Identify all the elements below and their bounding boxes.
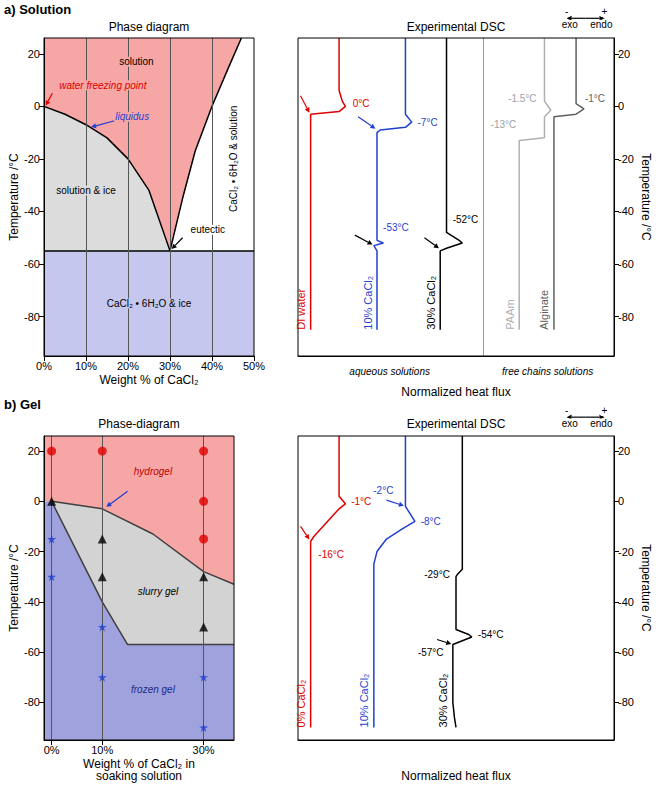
svg-text:Alginate: Alginate [538,290,550,330]
svg-text:10% CaCl₂: 10% CaCl₂ [358,674,370,728]
svg-text:CaCl₂ • 6H₂O & solution: CaCl₂ • 6H₂O & solution [228,106,239,212]
svg-text:endo: endo [590,418,613,429]
svg-text:0%: 0% [36,360,52,372]
svg-text:-: - [565,6,568,17]
svg-text:-54°C: -54°C [478,629,504,640]
svg-text:Temperature /°C: Temperature /°C [7,153,21,241]
svg-text:20: 20 [28,445,40,457]
svg-text:20: 20 [618,445,630,457]
svg-text:-80: -80 [24,696,40,708]
svg-text:Phase diagram: Phase diagram [109,20,190,34]
svg-text:-60: -60 [618,646,634,658]
svg-text:-40: -40 [618,205,634,217]
svg-text:Temperature /°C: Temperature /°C [7,544,21,632]
svg-text:-16°C: -16°C [318,549,344,560]
svg-text:-1°C: -1°C [585,93,605,104]
svg-text:0: 0 [618,495,624,507]
svg-text:Weight % of CaCl₂: Weight % of CaCl₂ [99,373,198,387]
svg-text:hydrogel: hydrogel [134,466,173,477]
svg-text:-7°C: -7°C [417,117,437,128]
svg-text:-80: -80 [24,311,40,323]
svg-text:-1.5°C: -1.5°C [508,93,536,104]
svg-text:20%: 20% [117,360,139,372]
svg-text:0%: 0% [44,744,60,756]
svg-text:-20: -20 [618,546,634,558]
svg-text:+: + [602,405,608,416]
svg-text:soaking solution: soaking solution [96,769,182,783]
svg-text:endo: endo [590,19,613,30]
svg-text:30%: 30% [193,744,215,756]
svg-text:-40: -40 [24,205,40,217]
svg-text:eutectic: eutectic [191,224,225,235]
svg-text:exo: exo [562,418,579,429]
svg-text:40%: 40% [201,360,223,372]
svg-text:-2°C: -2°C [373,485,393,496]
svg-text:30% CaCl₂: 30% CaCl₂ [425,276,437,330]
svg-text:a) Solution: a) Solution [4,2,71,17]
svg-text:free chains solutions: free chains solutions [502,366,593,377]
svg-text:-52°C: -52°C [453,214,479,225]
svg-text:-13°C: -13°C [491,119,517,130]
svg-text:0% CaCl₂: 0% CaCl₂ [295,680,307,728]
svg-text:-40: -40 [618,596,634,608]
svg-text:slurry gel: slurry gel [138,586,179,597]
svg-text:-60: -60 [24,646,40,658]
svg-text:liquidus: liquidus [115,111,149,122]
svg-text:10%: 10% [91,744,113,756]
svg-text:-57°C: -57°C [418,647,444,658]
svg-text:water freezing point: water freezing point [59,80,147,91]
svg-text:exo: exo [562,19,579,30]
svg-text:Normalized heat flux: Normalized heat flux [401,769,510,783]
svg-text:-1°C: -1°C [351,496,371,507]
svg-text:0°C: 0°C [353,98,370,109]
svg-text:10% CaCl₂: 10% CaCl₂ [362,276,374,330]
svg-text:-20: -20 [618,153,634,165]
svg-text:-20: -20 [24,546,40,558]
svg-text:PAAm: PAAm [504,299,516,329]
svg-text:Temperature /°C: Temperature /°C [639,544,653,632]
svg-text:Experimental DSC: Experimental DSC [407,20,506,34]
svg-text:-60: -60 [618,258,634,270]
svg-text:Experimental DSC: Experimental DSC [407,417,506,431]
svg-text:-20: -20 [24,153,40,165]
svg-text:-29°C: -29°C [424,569,450,580]
svg-text:aqueous solutions: aqueous solutions [349,366,430,377]
svg-text:20: 20 [618,48,630,60]
svg-text:-40: -40 [24,596,40,608]
svg-text:20: 20 [28,48,40,60]
svg-text:CaCl₂ • 6H₂O & ice: CaCl₂ • 6H₂O & ice [107,298,192,309]
svg-text:+: + [602,6,608,17]
svg-text:10%: 10% [75,360,97,372]
svg-text:-: - [565,405,568,416]
svg-text:Normalized heat flux: Normalized heat flux [401,385,510,399]
svg-text:-60: -60 [24,258,40,270]
svg-text:solution & ice: solution & ice [56,185,116,196]
svg-text:30% CaCl₂: 30% CaCl₂ [437,674,449,728]
svg-text:b) Gel: b) Gel [4,397,41,412]
svg-text:0: 0 [34,100,40,112]
svg-text:DI water: DI water [295,288,307,329]
svg-text:solution: solution [119,56,153,67]
svg-text:Weight % of CaCl₂ in: Weight % of CaCl₂ in [83,757,195,771]
svg-text:-80: -80 [618,696,634,708]
svg-text:-80: -80 [618,311,634,323]
svg-text:50%: 50% [243,360,265,372]
svg-text:-8°C: -8°C [421,516,441,527]
svg-text:Phase-diagram: Phase-diagram [98,417,179,431]
svg-text:0: 0 [34,495,40,507]
svg-text:Temperature /°C: Temperature /°C [639,153,653,241]
svg-text:30%: 30% [159,360,181,372]
svg-text:frozen gel: frozen gel [131,684,176,695]
svg-text:-53°C: -53°C [383,222,409,233]
svg-text:0: 0 [618,100,624,112]
